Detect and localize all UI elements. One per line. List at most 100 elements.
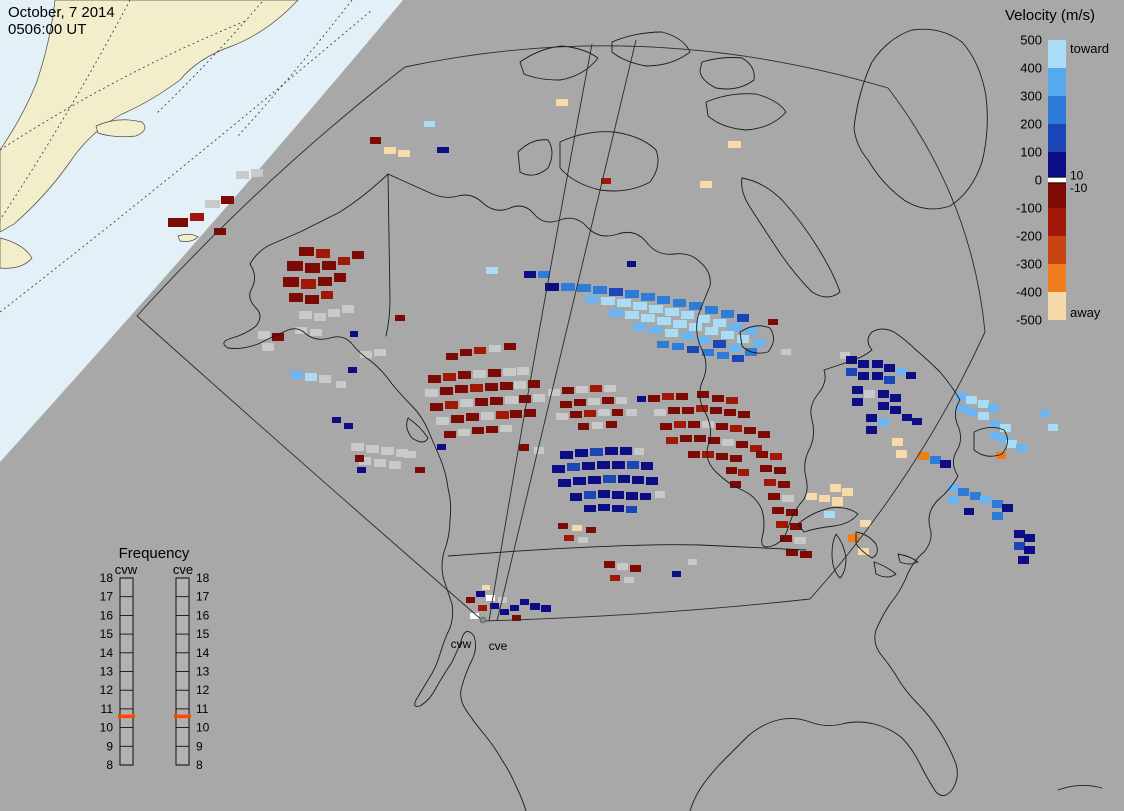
velocity-cell bbox=[214, 228, 226, 235]
island-arctic-2 bbox=[611, 31, 691, 67]
velocity-cells-layer bbox=[168, 99, 1058, 621]
frequency-tick-label: 17 bbox=[196, 590, 210, 604]
velocity-cell bbox=[258, 331, 270, 339]
velocity-cell bbox=[626, 506, 637, 513]
frequency-tick-label: 14 bbox=[100, 646, 114, 660]
velocity-cell bbox=[641, 314, 655, 322]
velocity-cell bbox=[730, 481, 741, 488]
velocity-cell bbox=[688, 451, 700, 458]
velocity-cell bbox=[770, 453, 782, 460]
velocity-cell bbox=[657, 317, 671, 325]
velocity-cell bbox=[966, 396, 977, 404]
coastline-wrangel-island bbox=[95, 119, 146, 137]
velocity-cell bbox=[988, 404, 999, 412]
velocity-cell bbox=[604, 561, 615, 568]
velocity-cell bbox=[717, 352, 729, 359]
velocity-cell bbox=[800, 551, 812, 558]
frequency-tick-label: 13 bbox=[100, 665, 114, 679]
velocity-cell bbox=[473, 370, 486, 378]
velocity-cell bbox=[702, 421, 714, 428]
velocity-cell bbox=[830, 484, 841, 492]
graticule-line bbox=[155, 1, 263, 115]
frequency-tick-label: 17 bbox=[100, 590, 114, 604]
velocity-cell bbox=[609, 288, 623, 296]
velocity-cell bbox=[352, 251, 364, 259]
velocity-cell bbox=[782, 495, 794, 502]
velocity-cell bbox=[637, 396, 646, 402]
coastline-cuba bbox=[1057, 785, 1103, 791]
border-us-canada bbox=[447, 544, 807, 557]
colorbar-segment bbox=[1048, 208, 1066, 236]
velocity-cell bbox=[848, 534, 859, 542]
velocity-cell bbox=[657, 341, 669, 348]
velocity-cell bbox=[890, 406, 901, 414]
coastline-pacific-west bbox=[223, 263, 527, 811]
island-baffin bbox=[741, 177, 841, 298]
velocity-cell bbox=[500, 609, 509, 615]
frequency-tick-label: 15 bbox=[100, 627, 114, 641]
velocity-cell bbox=[299, 311, 312, 319]
velocity-cell bbox=[221, 196, 234, 204]
velocity-cell bbox=[964, 508, 974, 515]
velocity-cell bbox=[321, 291, 333, 299]
velocity-cell bbox=[737, 335, 749, 343]
frequency-tick-label: 9 bbox=[106, 739, 113, 753]
velocity-cell bbox=[612, 461, 625, 469]
frequency-tick-label: 9 bbox=[196, 739, 203, 753]
velocity-cell bbox=[570, 411, 582, 418]
velocity-cell bbox=[455, 385, 468, 393]
velocity-cell bbox=[712, 395, 724, 402]
velocity-cell bbox=[672, 571, 681, 577]
colorbar-segment bbox=[1048, 124, 1066, 152]
velocity-cell bbox=[958, 488, 969, 496]
velocity-cell bbox=[332, 417, 341, 423]
velocity-cell bbox=[444, 431, 456, 438]
velocity-cell bbox=[577, 284, 591, 292]
velocity-cell bbox=[633, 323, 646, 331]
velocity-cell bbox=[588, 476, 601, 484]
velocity-cell bbox=[688, 421, 700, 428]
velocity-cell bbox=[564, 535, 574, 541]
colorbar-away-label: away bbox=[1070, 305, 1101, 320]
velocity-cell bbox=[992, 512, 1003, 520]
velocity-cell bbox=[534, 447, 544, 454]
velocity-cell bbox=[884, 376, 895, 384]
velocity-cell bbox=[560, 451, 573, 459]
velocity-cell bbox=[627, 461, 639, 469]
velocity-cell bbox=[1000, 436, 1011, 444]
velocity-cell bbox=[355, 455, 364, 462]
frequency-column-cve: cve bbox=[173, 562, 193, 577]
velocity-cell bbox=[598, 490, 610, 498]
velocity-cell bbox=[648, 395, 660, 402]
velocity-cell bbox=[575, 449, 588, 457]
velocity-cell bbox=[776, 521, 788, 528]
velocity-cell bbox=[689, 302, 702, 310]
graticule-line bbox=[237, 0, 353, 137]
velocity-cell bbox=[437, 147, 449, 153]
velocity-cell bbox=[708, 437, 720, 444]
velocity-cell bbox=[578, 537, 588, 543]
velocity-cell bbox=[572, 525, 582, 531]
lake-michigan bbox=[831, 533, 847, 579]
coastline-arctic-hudson-east bbox=[387, 173, 961, 811]
velocity-cell bbox=[370, 137, 381, 144]
velocity-cell bbox=[458, 371, 471, 379]
velocity-cell bbox=[334, 273, 346, 282]
velocity-cell bbox=[649, 326, 662, 334]
radar-fov-boundary-upper-left bbox=[136, 66, 406, 317]
velocity-cell bbox=[616, 397, 627, 404]
velocity-cell bbox=[602, 397, 614, 404]
velocity-cell bbox=[500, 382, 513, 390]
frequency-tick-label: 12 bbox=[196, 683, 210, 697]
velocity-cell bbox=[460, 349, 472, 356]
velocity-cell bbox=[415, 467, 425, 473]
velocity-cell bbox=[440, 387, 453, 395]
velocity-cell bbox=[475, 398, 488, 406]
velocity-cell bbox=[750, 445, 762, 452]
velocity-cell bbox=[1024, 534, 1035, 542]
velocity-cell bbox=[729, 344, 741, 352]
velocity-cell bbox=[366, 445, 379, 453]
velocity-cell bbox=[328, 309, 340, 317]
velocity-cell bbox=[567, 463, 580, 471]
